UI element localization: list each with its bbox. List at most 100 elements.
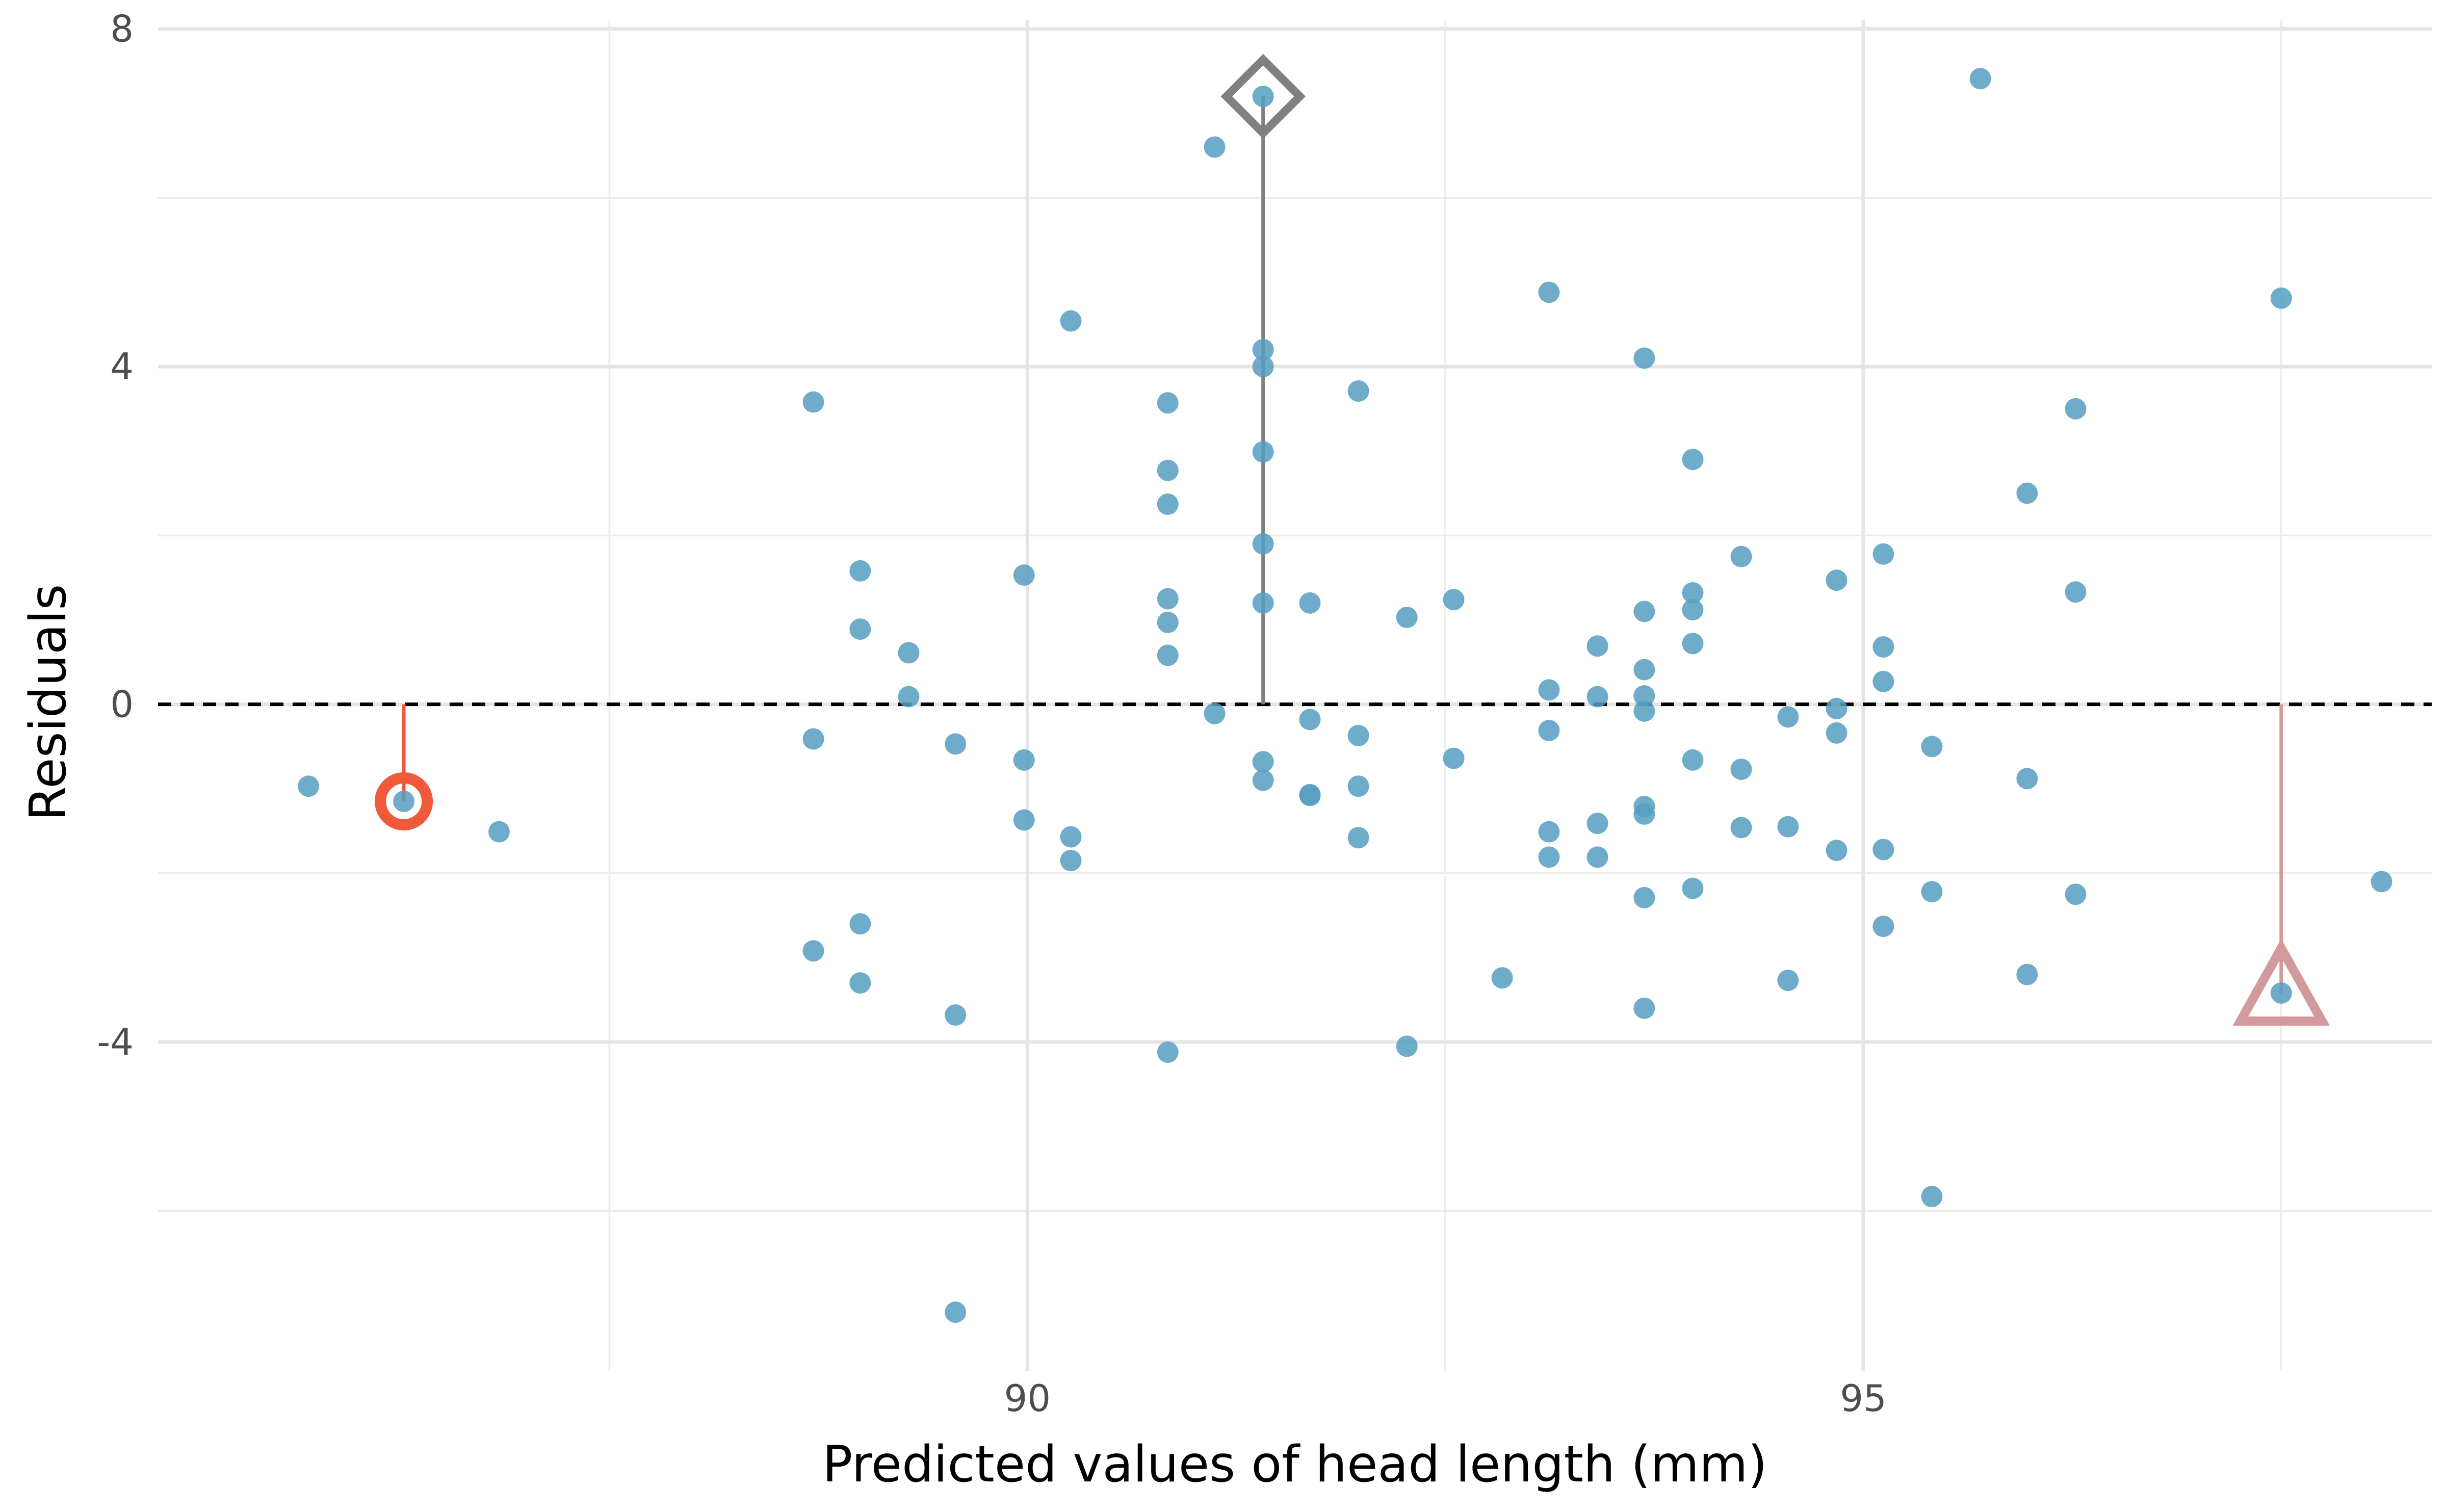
data-point bbox=[1921, 1186, 1943, 1208]
data-point bbox=[1252, 592, 1274, 614]
data-point bbox=[945, 1301, 967, 1323]
data-point bbox=[1443, 589, 1465, 611]
grid-lines bbox=[158, 20, 2432, 1371]
data-point bbox=[1252, 86, 1274, 108]
data-point bbox=[1872, 839, 1894, 861]
data-point bbox=[2016, 482, 2038, 504]
data-point bbox=[1347, 380, 1369, 402]
data-point bbox=[802, 728, 824, 750]
data-point bbox=[1921, 881, 1943, 903]
data-point bbox=[1633, 997, 1655, 1019]
data-point bbox=[1872, 636, 1894, 658]
data-point bbox=[1299, 592, 1321, 614]
data-point bbox=[1157, 1041, 1179, 1063]
data-point bbox=[1872, 916, 1894, 937]
data-point bbox=[1872, 543, 1894, 565]
data-point bbox=[1826, 697, 1847, 719]
data-point bbox=[1013, 564, 1035, 586]
data-point bbox=[2065, 398, 2087, 420]
data-point bbox=[1682, 599, 1704, 621]
data-point bbox=[1538, 679, 1560, 701]
data-point bbox=[1730, 817, 1752, 839]
data-point bbox=[1682, 633, 1704, 655]
data-point bbox=[945, 733, 967, 755]
data-point bbox=[945, 1004, 967, 1026]
data-point bbox=[898, 642, 920, 664]
data-point bbox=[1777, 706, 1799, 728]
data-point bbox=[1633, 659, 1655, 681]
data-point bbox=[1777, 970, 1799, 992]
data-point bbox=[1682, 449, 1704, 471]
tick-labels: -4 0 4 8 90 95 bbox=[97, 8, 1887, 1420]
data-point bbox=[1826, 840, 1847, 862]
data-point bbox=[1921, 736, 1943, 758]
data-point bbox=[802, 391, 824, 413]
data-point bbox=[1347, 724, 1369, 746]
data-point bbox=[1682, 877, 1704, 899]
data-point bbox=[1969, 68, 1991, 90]
data-point bbox=[1396, 606, 1418, 628]
data-point bbox=[1252, 356, 1274, 378]
data-point bbox=[1777, 816, 1799, 838]
data-point bbox=[2371, 871, 2392, 893]
data-point bbox=[298, 775, 320, 797]
y-tick-label: 0 bbox=[110, 683, 134, 726]
data-point bbox=[1538, 281, 1560, 303]
data-point bbox=[2270, 982, 2292, 1004]
data-point bbox=[2270, 287, 2292, 309]
y-tick-label: 4 bbox=[110, 345, 134, 388]
data-point bbox=[1538, 846, 1560, 868]
data-point bbox=[1252, 441, 1274, 463]
data-point bbox=[1586, 635, 1608, 657]
x-axis-title: Predicted values of head length (mm) bbox=[822, 1436, 1767, 1494]
data-point bbox=[1013, 809, 1035, 831]
data-point bbox=[1586, 846, 1608, 868]
data-point bbox=[1252, 769, 1274, 791]
data-point bbox=[1682, 749, 1704, 771]
data-point bbox=[1633, 700, 1655, 722]
data-point bbox=[1060, 826, 1082, 848]
data-point bbox=[1586, 813, 1608, 835]
data-point bbox=[849, 972, 871, 994]
data-point bbox=[1396, 1035, 1418, 1057]
data-point bbox=[1633, 803, 1655, 825]
data-point bbox=[1826, 569, 1847, 591]
data-point bbox=[1252, 533, 1274, 555]
data-point bbox=[1586, 686, 1608, 708]
data-point bbox=[1204, 136, 1226, 158]
data-point bbox=[393, 791, 415, 813]
y-tick-label: -4 bbox=[97, 1021, 134, 1063]
data-point bbox=[802, 940, 824, 962]
data-point bbox=[1682, 582, 1704, 604]
data-point bbox=[1347, 775, 1369, 797]
x-tick-label: 95 bbox=[1840, 1377, 1887, 1420]
data-point bbox=[1538, 719, 1560, 741]
data-point bbox=[1633, 601, 1655, 622]
data-point bbox=[1491, 967, 1513, 989]
data-point bbox=[1633, 347, 1655, 369]
data-point bbox=[1157, 392, 1179, 414]
highlight-diamond-marker bbox=[1220, 54, 1306, 139]
data-point bbox=[1157, 611, 1179, 633]
data-point bbox=[1633, 685, 1655, 707]
data-point bbox=[1060, 849, 1082, 871]
x-tick-label: 90 bbox=[1004, 1377, 1051, 1420]
data-point bbox=[849, 913, 871, 935]
data-point bbox=[2065, 883, 2087, 905]
data-point bbox=[1730, 545, 1752, 567]
data-point bbox=[1347, 827, 1369, 849]
data-point bbox=[1633, 887, 1655, 908]
data-point bbox=[2065, 581, 2087, 603]
highlight-circle-marker bbox=[375, 772, 433, 831]
data-point bbox=[1299, 785, 1321, 806]
data-point bbox=[488, 821, 510, 843]
data-point bbox=[1204, 702, 1226, 724]
data-point bbox=[2016, 963, 2038, 985]
data-points bbox=[298, 68, 2392, 1323]
data-point bbox=[1157, 493, 1179, 515]
highlight-markers bbox=[375, 54, 2330, 1026]
data-point bbox=[1538, 821, 1560, 843]
y-tick-label: 8 bbox=[110, 8, 134, 50]
